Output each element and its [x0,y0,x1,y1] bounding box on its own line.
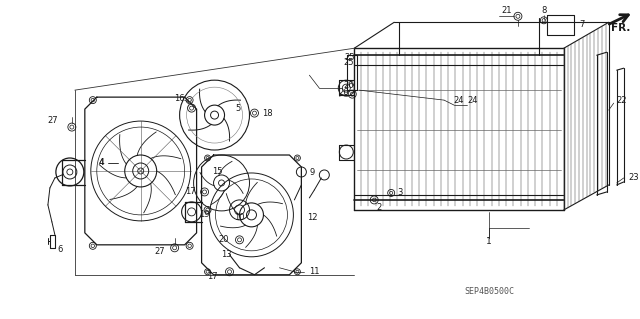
Text: 15: 15 [212,167,223,176]
Text: 23: 23 [628,174,639,182]
Text: FR.: FR. [611,23,630,33]
Text: 27: 27 [154,247,164,256]
Polygon shape [218,100,241,106]
Text: 9: 9 [309,168,315,177]
Polygon shape [200,89,205,112]
Text: 26: 26 [339,88,349,97]
Text: 17: 17 [207,272,218,281]
Text: 20: 20 [218,235,228,244]
Text: 25: 25 [344,58,355,67]
Text: 25: 25 [345,53,355,62]
Text: 11: 11 [309,267,320,276]
Text: 1: 1 [486,237,492,246]
Text: 12: 12 [307,213,318,222]
Text: 18: 18 [262,108,273,118]
Text: 3: 3 [397,189,403,197]
Text: 17: 17 [185,188,196,197]
Text: 21: 21 [502,6,512,15]
Text: 8: 8 [541,6,547,15]
Text: 10: 10 [234,213,244,222]
Text: 19: 19 [199,211,210,219]
Text: 24: 24 [454,96,464,105]
Text: 2: 2 [376,204,382,212]
Text: 7: 7 [579,20,584,29]
Text: SEP4B0500C: SEP4B0500C [464,287,514,296]
Text: 6: 6 [57,245,63,254]
Text: 13: 13 [221,250,232,259]
Polygon shape [224,118,230,141]
Polygon shape [189,124,211,130]
Text: 4: 4 [99,159,104,167]
Text: 26: 26 [344,81,355,90]
Text: 5: 5 [236,104,241,113]
Text: 4: 4 [99,159,104,167]
Text: 16: 16 [174,94,184,103]
Text: 24: 24 [467,96,477,105]
Text: 22: 22 [617,96,627,105]
Text: 27: 27 [47,115,58,125]
